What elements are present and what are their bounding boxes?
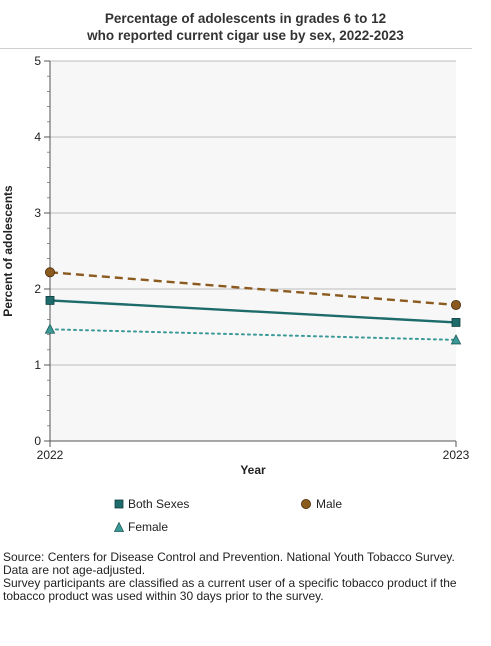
data-point-male [45,268,54,277]
data-point-both-sexes [46,296,54,304]
legend-label-both-sexes: Both Sexes [128,497,189,511]
circle-marker-icon [300,498,312,510]
y-tick-label: 2 [34,282,41,296]
legend-label-male: Male [316,497,342,511]
legend-item-both-sexes[interactable]: Both Sexes [114,497,189,511]
legend-label-female: Female [128,520,168,534]
source-line-4: tobacco product was used within 30 days … [3,590,487,603]
legend-item-female[interactable]: Female [114,520,168,534]
source-note: Source: Centers for Disease Control and … [3,551,487,603]
data-point-both-sexes [452,318,460,326]
y-tick-label: 4 [34,130,41,144]
y-tick-label: 0 [34,434,41,448]
x-tick-label: 2022 [37,448,64,462]
line-chart: 0 1 2 3 4 5 2022 2023 Year Percent of adolescents [0,0,491,480]
square-marker-icon [114,499,124,509]
y-tick-label: 1 [34,358,41,372]
y-tick-label: 3 [34,206,41,220]
y-tick-label: 5 [34,54,41,68]
legend-item-male[interactable]: Male [300,497,342,511]
x-axis-label: Year [240,463,266,477]
x-tick-label: 2023 [443,448,470,462]
data-point-male [451,300,460,309]
plot-area [50,61,456,441]
triangle-marker-icon [114,522,124,532]
y-axis-label: Percent of adolescents [1,185,15,317]
